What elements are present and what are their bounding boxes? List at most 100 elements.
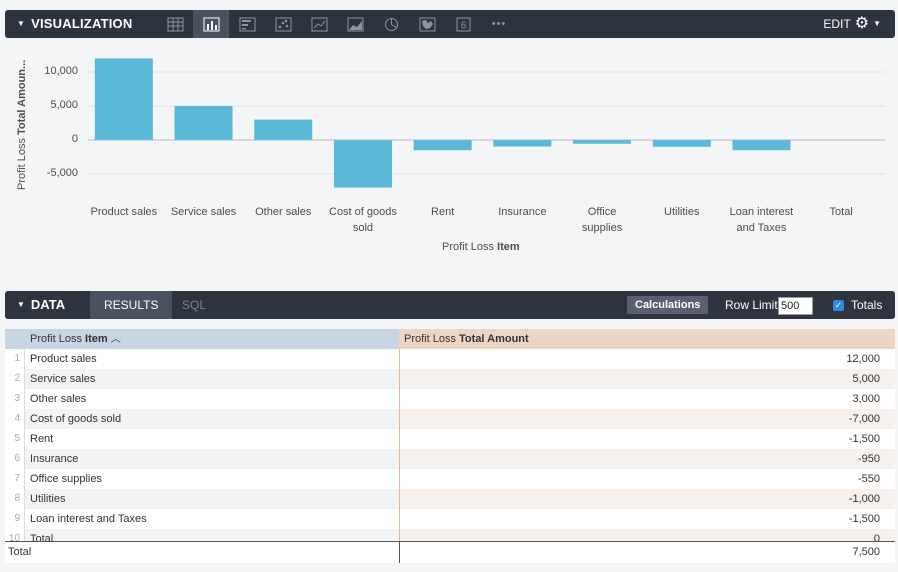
row-item: Rent [25, 429, 399, 449]
x-tick-label: Service sales [164, 204, 244, 220]
table-body: 1 Product sales 12,000 2 Service sales 5,000 3… [5, 349, 895, 541]
bar[interactable] [652, 140, 711, 147]
x-tick-label-line: Office [587, 206, 617, 218]
x-tick-label: Insurance [482, 204, 562, 220]
totals-checkbox[interactable]: ✓ [833, 300, 844, 311]
row-index: 10 [5, 529, 25, 541]
gear-icon: ⚙ [854, 15, 870, 32]
bar[interactable] [94, 58, 153, 140]
edit-menu-button[interactable]: EDIT ⚙ ▼ [823, 10, 881, 38]
bar[interactable] [413, 140, 472, 151]
x-tick-label: Utilities [642, 204, 722, 220]
data-toggle[interactable]: ▼ DATA [17, 291, 65, 319]
row-index: 9 [5, 509, 25, 529]
more-icon[interactable]: ••• [491, 18, 507, 30]
row-item: Product sales [25, 349, 399, 369]
line-chart-icon[interactable] [301, 10, 337, 38]
single-value-glyph: 6 [460, 20, 466, 31]
column-header-amount-bold: Total Amount [459, 333, 529, 345]
row-limit-label: Row Limit [725, 298, 778, 312]
bar[interactable] [254, 119, 313, 140]
footer-total-value: 7,500 [852, 546, 880, 558]
y-tick-label: 5,000 [50, 99, 78, 111]
caret-down-icon: ▼ [17, 19, 26, 28]
row-item: Office supplies [25, 469, 399, 489]
x-tick-label: Office supplies [562, 204, 642, 236]
x-tick-label-line: Other sales [255, 206, 312, 218]
x-tick-label-line: Service sales [170, 206, 237, 218]
bar[interactable] [732, 140, 791, 151]
x-tick-label-line: supplies [581, 222, 623, 234]
table-icon[interactable] [157, 10, 193, 38]
sort-ascending-icon: ︿ [110, 334, 121, 345]
column-chart-icon[interactable] [193, 10, 229, 38]
row-index: 1 [5, 349, 25, 369]
column-header-total-amount[interactable]: Profit Loss Total Amount [399, 329, 895, 349]
row-item: Service sales [25, 369, 399, 389]
pie-chart-icon[interactable] [373, 10, 409, 38]
calculations-button[interactable]: Calculations [627, 296, 709, 314]
map-icon[interactable] [409, 10, 445, 38]
table-row: 4 Cost of goods sold -7,000 [5, 409, 895, 429]
caret-down-icon: ▼ [17, 300, 25, 309]
row-item: Loan interest and Taxes [25, 509, 399, 529]
bar[interactable] [573, 140, 632, 144]
row-total-amount: -7,000 [399, 409, 895, 429]
single-value-icon[interactable]: 6 [445, 10, 481, 38]
visualization-header: ▼ VISUALIZATION 6 ••• EDIT ⚙ [5, 10, 895, 38]
table-row: 2 Service sales 5,000 [5, 369, 895, 389]
table-row: 8 Utilities -1,000 [5, 489, 895, 509]
x-tick-label: Other sales [243, 204, 323, 220]
footer-total-label: Total [8, 546, 32, 558]
table-row: 6 Insurance -950 [5, 449, 895, 469]
visualization-toggle[interactable]: ▼ VISUALIZATION [17, 10, 132, 38]
bar[interactable] [174, 106, 233, 140]
table-footer-totals: Total 7,500 [5, 541, 895, 563]
row-limit-input[interactable] [778, 297, 813, 315]
x-tick-label-line: Product sales [90, 206, 158, 218]
row-item: Insurance [25, 449, 399, 469]
bar[interactable] [333, 140, 392, 188]
row-item: Total [25, 529, 399, 541]
x-tick-label: Cost of goods sold [323, 204, 403, 236]
x-tick-label: Product sales [84, 204, 164, 220]
row-total-amount: 12,000 [399, 349, 895, 369]
column-header-item-prefix: Profit Loss [30, 333, 86, 345]
row-index: 7 [5, 469, 25, 489]
x-tick-label-line: Insurance [498, 206, 547, 218]
bar-chart-icon[interactable] [229, 10, 265, 38]
x-tick-label-line: Rent [431, 206, 455, 218]
row-total-amount: -1,500 [399, 429, 895, 449]
row-total-amount: -1,000 [399, 489, 895, 509]
x-tick-label-line: Cost of goods [329, 206, 397, 218]
row-total-amount: -950 [399, 449, 895, 469]
table-row: 3 Other sales 3,000 [5, 389, 895, 409]
row-item: Other sales [25, 389, 399, 409]
tab-sql[interactable]: SQL [182, 298, 207, 312]
x-tick-label: Total [801, 204, 881, 220]
row-index: 5 [5, 429, 25, 449]
row-total-amount: 3,000 [399, 389, 895, 409]
y-tick-label: -5,000 [46, 167, 78, 179]
table-row: 5 Rent -1,500 [5, 429, 895, 449]
row-index: 4 [5, 409, 25, 429]
results-table: Profit Loss Item ︿ Profit Loss Total Amo… [5, 329, 895, 563]
area-chart-icon[interactable] [337, 10, 373, 38]
x-tick-label-line: and Taxes [736, 222, 787, 234]
x-tick-label-line: Utilities [664, 206, 700, 218]
bar[interactable] [493, 140, 552, 147]
row-total-amount: -1,500 [399, 509, 895, 529]
tab-results[interactable]: RESULTS [90, 291, 173, 319]
caret-down-icon: ▼ [873, 19, 881, 28]
x-tick-label-line: Total [829, 206, 853, 218]
x-tick-label-line: sold [352, 222, 374, 234]
table-row: 7 Office supplies -550 [5, 469, 895, 489]
row-index: 8 [5, 489, 25, 509]
row-total-amount: 5,000 [399, 369, 895, 389]
row-index: 6 [5, 449, 25, 469]
column-header-item[interactable]: Profit Loss Item ︿ [5, 329, 399, 349]
scatter-icon[interactable] [265, 10, 301, 38]
table-row: 10 Total 0 [5, 529, 895, 541]
data-title: DATA [30, 297, 66, 312]
table-row: 1 Product sales 12,000 [5, 349, 895, 369]
